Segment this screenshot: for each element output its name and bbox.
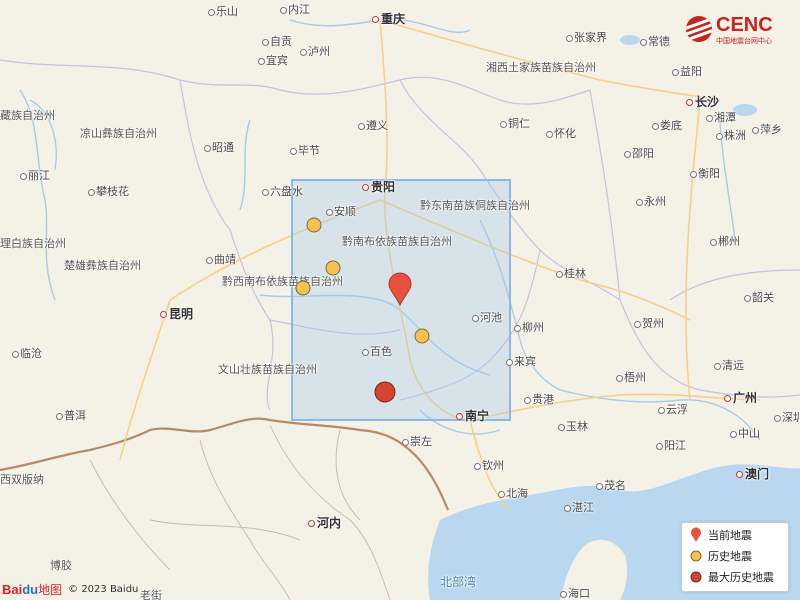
- label-nanning: 南宁: [456, 410, 489, 422]
- label-haikou: 海口: [560, 588, 590, 600]
- label-liupanshui: 六盘水: [262, 186, 303, 198]
- label-dali: 理白族自治州: [0, 237, 66, 250]
- label-tongren: 铜仁: [500, 118, 530, 130]
- label-bijie: 毕节: [290, 145, 320, 157]
- label-qiandongnan: 黔东南苗族侗族自治州: [420, 199, 530, 212]
- label-shaoyang: 邵阳: [624, 148, 654, 160]
- label-qinzhou: 钦州: [474, 460, 504, 472]
- label-hechi: 河池: [472, 312, 502, 324]
- label-loudi: 娄底: [652, 120, 682, 132]
- label-hengyang: 衡阳: [690, 168, 720, 180]
- label-changsha: 长沙: [686, 96, 719, 108]
- label-qianxinan: 黔西南布依族苗族自治州: [222, 275, 343, 288]
- label-chuxiong: 楚雄彝族自治州: [64, 259, 141, 272]
- label-beihai: 北海: [498, 488, 528, 500]
- label-gulf: 北部湾: [440, 575, 477, 589]
- national-border: [0, 417, 450, 511]
- label-laibin: 来宾: [506, 356, 536, 368]
- map-legend: 当前地震 历史地震 最大历史地震: [681, 522, 789, 592]
- largest-historical-quake-marker: [374, 381, 396, 403]
- legend-label-largest: 最大历史地震: [708, 571, 774, 584]
- label-yongzhou: 永州: [636, 196, 666, 208]
- baidu-logo: Baidu: [2, 581, 39, 597]
- label-wenshan: 文山壮族苗族自治州: [218, 363, 317, 376]
- label-zhangjiajie: 张家界: [566, 32, 607, 44]
- label-shenzhen: 深圳: [774, 412, 800, 424]
- label-liuzhou: 柳州: [514, 322, 544, 334]
- historical-quake-marker: [306, 217, 322, 233]
- label-changde: 常德: [640, 36, 670, 48]
- label-panzhihua: 攀枝花: [88, 186, 129, 198]
- label-bokeo: 博胶: [50, 559, 72, 572]
- label-guiyang: 贵阳: [362, 181, 395, 193]
- label-zunyi: 遵义: [358, 120, 388, 132]
- label-yangjiang: 阳江: [656, 440, 686, 452]
- legend-item-largest: 最大历史地震: [690, 568, 774, 586]
- legend-item-current: 当前地震: [690, 526, 752, 544]
- label-zigong: 自贡: [262, 36, 292, 48]
- label-leshan: 乐山: [208, 6, 238, 18]
- historical-quake-icon: [690, 550, 702, 562]
- historical-quake-marker: [414, 328, 430, 344]
- label-lijiang: 丽江: [20, 170, 50, 182]
- label-zhanjiang: 湛江: [564, 502, 594, 514]
- label-xiangxi: 湘西土家族苗族自治州: [486, 61, 596, 74]
- label-macau: 澳门: [736, 468, 769, 480]
- label-chenzhou: 郴州: [710, 236, 740, 248]
- label-pingxiang: 萍乡: [752, 124, 782, 136]
- cenc-logo: CENC 中国地震台网中心: [686, 14, 786, 48]
- label-qingyuan: 清远: [714, 360, 744, 372]
- label-kunming: 昆明: [160, 308, 193, 320]
- label-yulin: 玉林: [558, 421, 588, 433]
- label-ganzi: 藏族自治州: [0, 109, 55, 122]
- label-yiyang: 益阳: [672, 66, 702, 78]
- label-zhongshan: 中山: [730, 428, 760, 440]
- label-zhuzhou: 株洲: [716, 130, 746, 142]
- label-wuzhou: 梧州: [616, 372, 646, 384]
- label-shaoguan: 韶关: [744, 292, 774, 304]
- label-maoming: 茂名: [596, 480, 626, 492]
- baidu-map-text: 地图: [38, 582, 63, 597]
- historical-quake-marker: [325, 260, 341, 276]
- legend-label-current: 当前地震: [708, 529, 752, 542]
- legend-item-historical: 历史地震: [690, 547, 752, 565]
- largest-quake-icon: [690, 571, 702, 583]
- current-quake-marker: [388, 272, 412, 307]
- copyright-text: © 2023 Baidu: [68, 583, 139, 595]
- cenc-logo-icon: [686, 16, 712, 42]
- label-puer: 普洱: [56, 410, 86, 422]
- label-laojie: 老街: [140, 589, 162, 600]
- label-chongzuo: 崇左: [402, 436, 432, 448]
- label-hezhou: 贺州: [634, 318, 664, 330]
- cenc-logo-name: CENC: [716, 14, 773, 36]
- label-guilin: 桂林: [556, 268, 586, 280]
- label-neijiang: 内江: [280, 4, 310, 16]
- label-guangzhou: 广州: [724, 392, 757, 404]
- legend-label-historical: 历史地震: [708, 550, 752, 563]
- label-qiannan: 黔南布依族苗族自治州: [342, 235, 452, 248]
- current-quake-icon: [691, 527, 701, 542]
- label-xishuangbanna: 西双版纳: [0, 473, 44, 486]
- label-xiangtan: 湘潭: [706, 112, 736, 124]
- cenc-logo-subtitle: 中国地震台网中心: [716, 37, 772, 45]
- label-luzhou: 泸州: [300, 46, 330, 58]
- label-guigang: 贵港: [524, 394, 554, 406]
- label-chongqing: 重庆: [372, 13, 405, 25]
- label-anshun: 安顺: [326, 206, 356, 218]
- label-liangshan: 凉山彝族自治州: [80, 127, 157, 140]
- label-lincang: 临沧: [12, 348, 42, 360]
- label-baise: 百色: [362, 346, 392, 358]
- label-yunfu: 云浮: [658, 404, 688, 416]
- label-zhaotong: 昭通: [204, 142, 234, 154]
- label-huaihua: 怀化: [546, 128, 576, 140]
- label-yibin: 宜宾: [258, 55, 288, 67]
- label-hanoi: 河内: [308, 517, 341, 529]
- historical-quake-marker: [295, 280, 311, 296]
- map-attribution: Baidu 地图 © 2023 Baidu: [2, 580, 138, 598]
- label-qujing: 曲靖: [206, 254, 236, 266]
